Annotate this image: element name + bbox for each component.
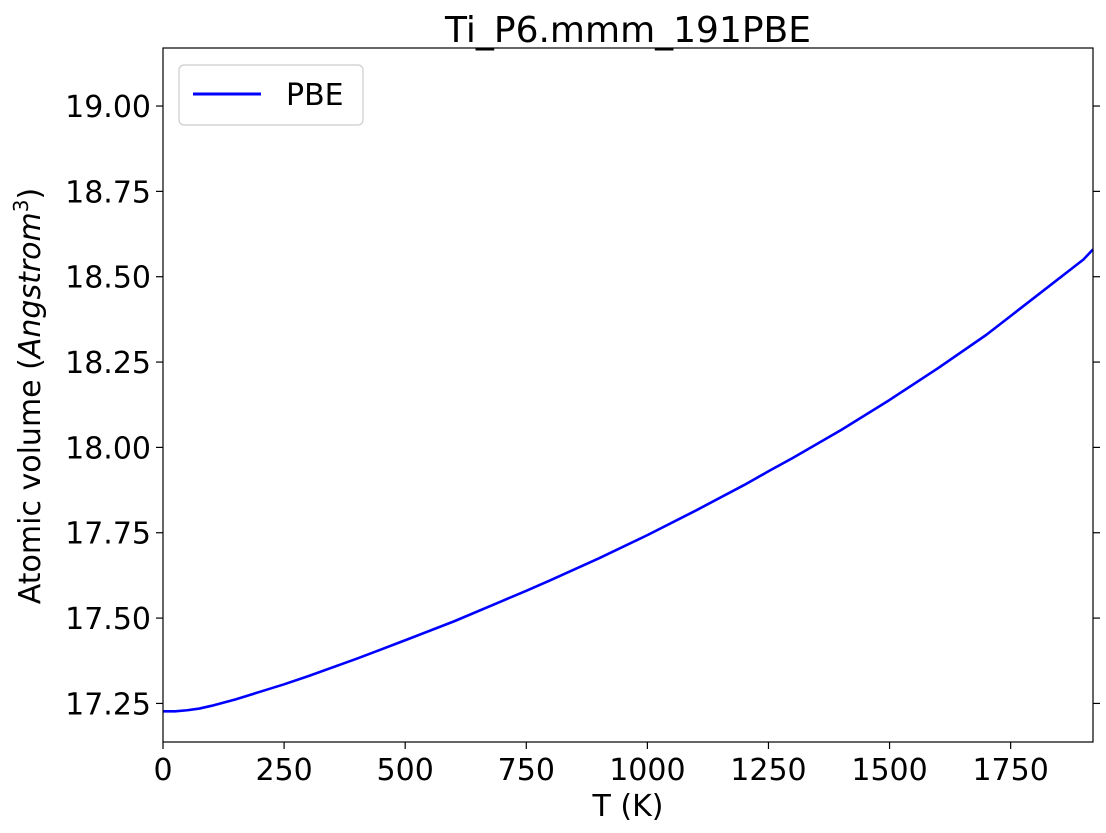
x-tick-label: 1500 (851, 753, 927, 788)
y-axis-label-prefix: Atomic volume ( (13, 358, 48, 604)
series-line-pbe (163, 248, 1094, 713)
x-tick-label: 250 (255, 753, 312, 788)
legend: PBE (178, 64, 364, 126)
x-tick-label: 1250 (730, 753, 806, 788)
x-tick-label: 750 (498, 753, 555, 788)
legend-box (178, 64, 364, 126)
y-tick-label: 18.75 (65, 175, 151, 210)
y-tick-label: 17.50 (65, 602, 151, 637)
legend-label: PBE (286, 78, 344, 113)
y-tick-label: 18.25 (65, 346, 151, 381)
y-tick-label: 18.50 (65, 261, 151, 296)
axis-ticks: 0 250 500 750 1000 1250 1500 1750 17.25 17.50 17.7… (65, 90, 1100, 788)
x-tick-label: 1750 (972, 753, 1048, 788)
y-axis-label-unit: Angstrom (13, 212, 48, 360)
x-axis-label: T (K) (592, 789, 664, 824)
y-tick-label: 17.25 (65, 687, 151, 722)
y-axis-label: Atomic volume (Angstrom3) (9, 188, 48, 604)
plot-frame (162, 47, 1094, 743)
series-layer (163, 248, 1094, 713)
y-axis-label-suffix: ) (13, 188, 48, 200)
y-tick-label: 18.00 (65, 431, 151, 466)
x-tick-label: 0 (153, 753, 172, 788)
y-tick-label: 17.75 (65, 517, 151, 552)
y-tick-label: 19.00 (65, 90, 151, 125)
y-axis-label-superscript: 3 (9, 200, 33, 213)
x-tick-label: 1000 (609, 753, 685, 788)
chart-title: Ti_P6.mmm_191PBE (444, 10, 811, 51)
x-tick-label: 500 (377, 753, 434, 788)
